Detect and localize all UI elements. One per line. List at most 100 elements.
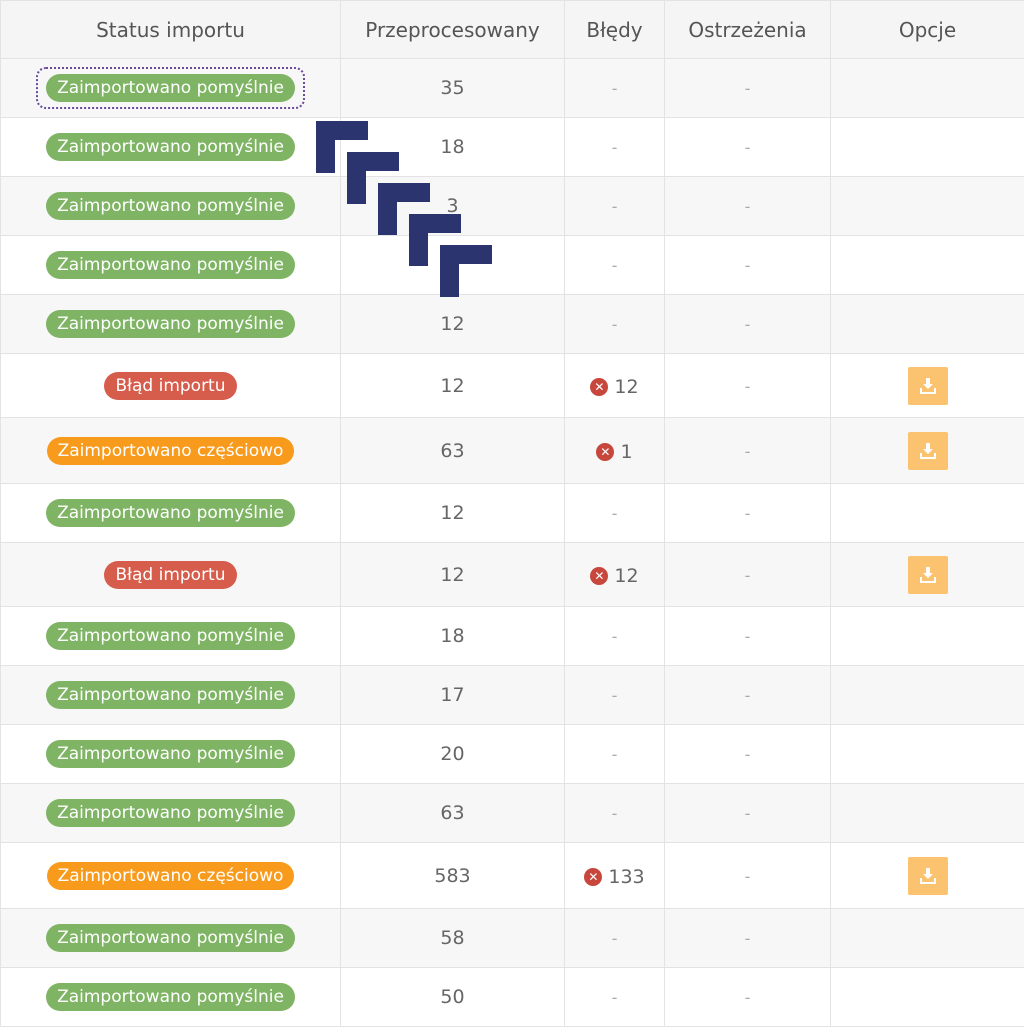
table-row[interactable]: Błąd importu 12✕12- xyxy=(1,354,1024,418)
download-button[interactable] xyxy=(908,432,948,470)
processed-cell: 63 xyxy=(341,418,565,484)
status-badge-wrapper: Zaimportowano pomyślnie xyxy=(38,305,303,343)
warnings-cell: - xyxy=(665,666,831,725)
status-badge-wrapper: Zaimportowano częściowo xyxy=(39,857,303,895)
download-button[interactable] xyxy=(908,556,948,594)
warnings-value: - xyxy=(745,138,751,157)
warnings-value: - xyxy=(745,867,751,886)
processed-cell: 50 xyxy=(341,968,565,1027)
status-badge: Zaimportowano pomyślnie xyxy=(46,983,295,1011)
status-badge-wrapper: Zaimportowano pomyślnie xyxy=(38,617,303,655)
processed-cell: 58 xyxy=(341,909,565,968)
warnings-value: - xyxy=(745,566,751,585)
table-row[interactable]: Zaimportowano pomyślnie -- xyxy=(1,236,1024,295)
options-cell xyxy=(831,666,1024,725)
warnings-cell: - xyxy=(665,236,831,295)
column-header-options[interactable]: Opcje xyxy=(831,1,1024,59)
download-button[interactable] xyxy=(908,857,948,895)
column-header-status[interactable]: Status importu xyxy=(1,1,341,59)
processed-cell: 12 xyxy=(341,354,565,418)
warnings-cell: - xyxy=(665,59,831,118)
options-cell xyxy=(831,59,1024,118)
warnings-value: - xyxy=(745,79,751,98)
column-header-processed[interactable]: Przeprocesowany xyxy=(341,1,565,59)
warnings-cell: - xyxy=(665,607,831,666)
errors-cell: ✕12 xyxy=(565,354,665,418)
status-cell: Zaimportowano pomyślnie xyxy=(1,236,341,295)
errors-empty: - xyxy=(612,804,618,823)
warnings-cell: - xyxy=(665,354,831,418)
options-cell xyxy=(831,909,1024,968)
options-cell xyxy=(831,725,1024,784)
status-badge: Zaimportowano pomyślnie xyxy=(46,924,295,952)
processed-cell: 35 xyxy=(341,59,565,118)
status-cell: Zaimportowano pomyślnie xyxy=(1,968,341,1027)
options-cell xyxy=(831,295,1024,354)
errors-empty: - xyxy=(612,929,618,948)
processed-cell: 583 xyxy=(341,843,565,909)
table-header: Status importu Przeprocesowany Błędy Ost… xyxy=(1,1,1024,59)
status-badge: Zaimportowano pomyślnie xyxy=(46,133,295,161)
warnings-value: - xyxy=(745,686,751,705)
warnings-value: - xyxy=(745,315,751,334)
status-badge-wrapper: Zaimportowano pomyślnie xyxy=(38,187,303,225)
status-cell: Zaimportowano częściowo xyxy=(1,418,341,484)
errors-empty: - xyxy=(612,197,618,216)
status-badge-wrapper: Zaimportowano pomyślnie xyxy=(38,919,303,957)
processed-cell: 12 xyxy=(341,484,565,543)
errors-cell: - xyxy=(565,784,665,843)
errors-empty: - xyxy=(612,315,618,334)
status-badge: Zaimportowano pomyślnie xyxy=(46,192,295,220)
status-badge-wrapper: Zaimportowano pomyślnie xyxy=(36,67,305,109)
status-cell: Zaimportowano pomyślnie xyxy=(1,725,341,784)
options-cell xyxy=(831,236,1024,295)
options-cell xyxy=(831,484,1024,543)
status-badge-wrapper: Zaimportowano pomyślnie xyxy=(38,978,303,1016)
processed-cell: 3 xyxy=(341,177,565,236)
warnings-value: - xyxy=(745,504,751,523)
status-cell: Zaimportowano pomyślnie xyxy=(1,909,341,968)
options-cell xyxy=(831,607,1024,666)
errors-cell: ✕1 xyxy=(565,418,665,484)
errors-cell: - xyxy=(565,968,665,1027)
download-button[interactable] xyxy=(908,367,948,405)
status-cell: Błąd importu xyxy=(1,354,341,418)
column-header-errors[interactable]: Błędy xyxy=(565,1,665,59)
errors-cell: - xyxy=(565,236,665,295)
options-cell xyxy=(831,543,1024,607)
error-circle-icon: ✕ xyxy=(584,868,602,886)
table-row[interactable]: Zaimportowano pomyślnie 3 - - xyxy=(1,177,1024,236)
status-badge: Zaimportowano pomyślnie xyxy=(46,681,295,709)
status-badge: Zaimportowano pomyślnie xyxy=(46,499,295,527)
options-cell xyxy=(831,784,1024,843)
errors-empty: - xyxy=(612,988,618,1007)
errors-empty: - xyxy=(612,745,618,764)
column-header-warnings[interactable]: Ostrzeżenia xyxy=(665,1,831,59)
errors-cell: - xyxy=(565,59,665,118)
errors-cell: ✕12 xyxy=(565,543,665,607)
status-badge-wrapper: Błąd importu xyxy=(96,367,244,405)
status-badge: Zaimportowano częściowo xyxy=(47,862,295,890)
table-row[interactable]: Zaimportowano pomyślnie 50 - - xyxy=(1,968,1024,1027)
options-cell xyxy=(831,968,1024,1027)
warnings-cell: - xyxy=(665,418,831,484)
status-badge-wrapper: Zaimportowano pomyślnie xyxy=(38,735,303,773)
warnings-cell: - xyxy=(665,968,831,1027)
options-cell xyxy=(831,418,1024,484)
warnings-cell: - xyxy=(665,177,831,236)
errors-cell: - xyxy=(565,666,665,725)
